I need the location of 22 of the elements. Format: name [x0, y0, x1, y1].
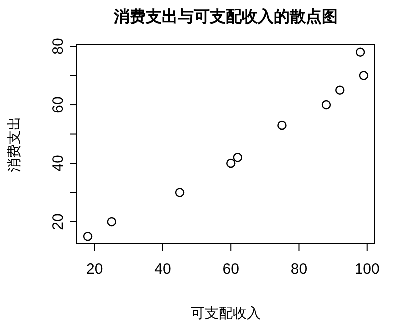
y-tick-label: 20 — [50, 214, 67, 230]
x-tick-label: 80 — [290, 261, 308, 278]
x-tick-label: 60 — [222, 261, 240, 278]
point — [83, 232, 93, 242]
point — [107, 217, 116, 227]
point — [175, 188, 185, 198]
y-tick-label: 80 — [50, 38, 67, 55]
point — [233, 153, 243, 162]
y-tick-label: 60 — [50, 96, 67, 114]
x-axis-title: 可支配收入 — [191, 305, 261, 321]
point — [278, 120, 287, 130]
point — [322, 100, 332, 110]
x-tick-label: 20 — [86, 261, 104, 278]
chart-title: 消费支出与可支配收入的散点图 — [113, 8, 338, 26]
x-tick-label: 100 — [354, 261, 380, 278]
point — [336, 86, 345, 95]
point — [226, 158, 236, 168]
y-axis-title: 消费支出 — [6, 116, 22, 172]
x-tick-label: 40 — [154, 261, 172, 278]
point — [359, 71, 369, 80]
point — [356, 48, 366, 57]
y-tick-label: 40 — [50, 155, 67, 172]
